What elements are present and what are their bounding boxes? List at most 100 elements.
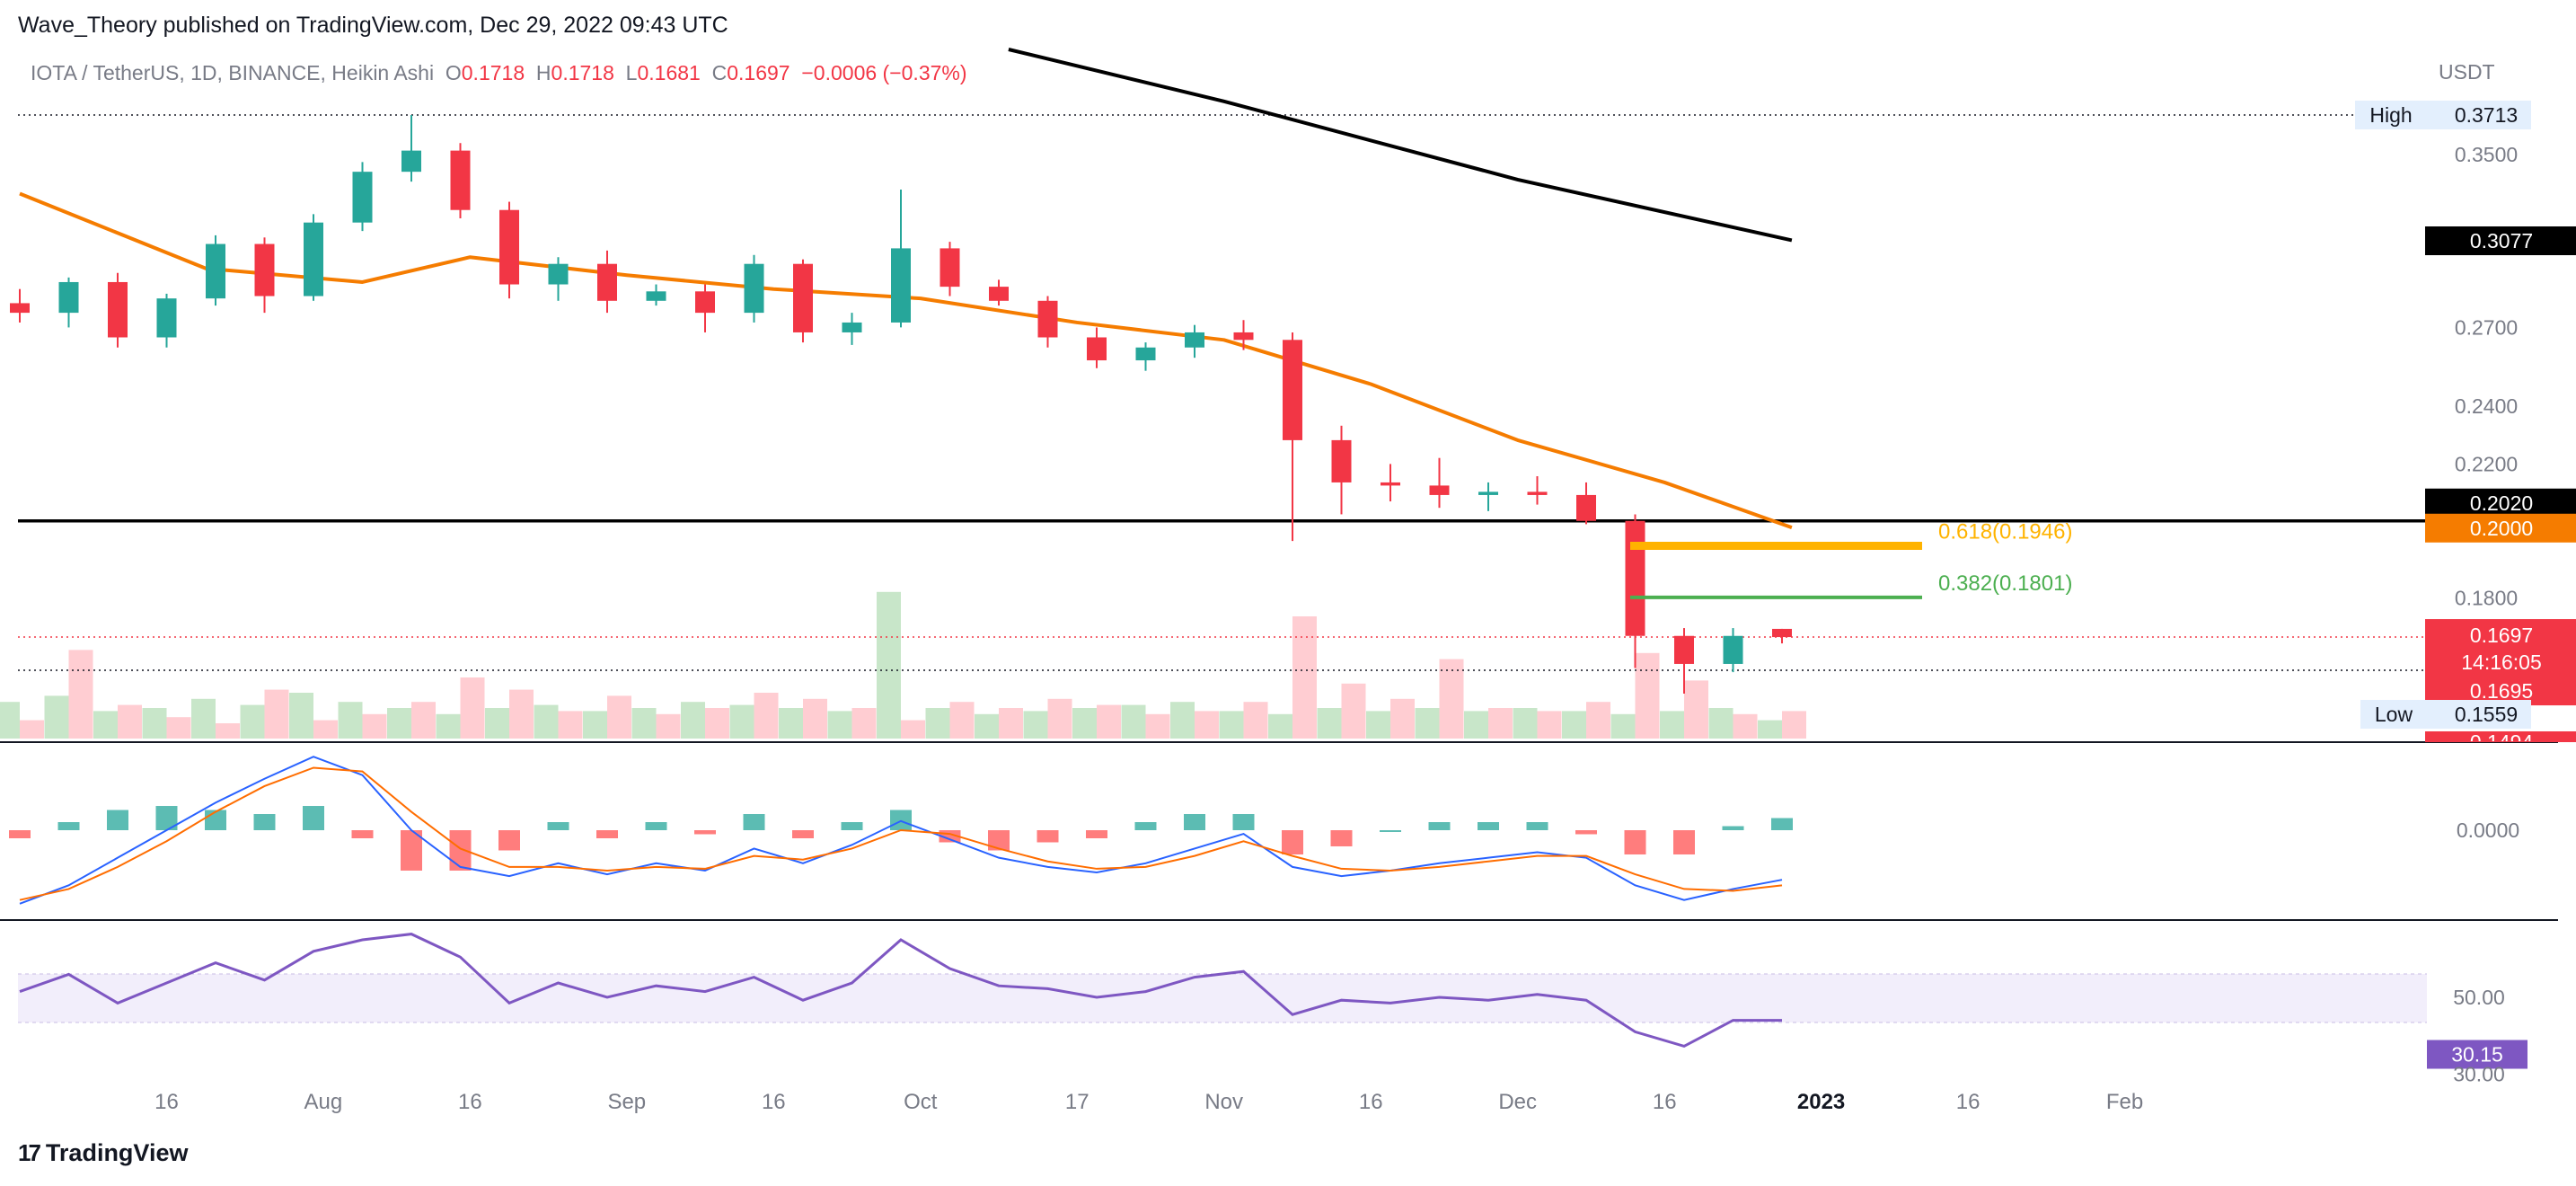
candle-body[interactable] bbox=[744, 263, 764, 314]
date-tick-label: 16 bbox=[762, 1090, 786, 1114]
volume-bar-down bbox=[411, 702, 436, 739]
volume-bar-down bbox=[656, 713, 681, 739]
candle-body[interactable] bbox=[254, 243, 275, 296]
low-label: L bbox=[625, 61, 638, 84]
ema-orange-line[interactable] bbox=[19, 191, 1793, 530]
low-tag-value: 0.1559 bbox=[2455, 703, 2518, 726]
candle-body[interactable] bbox=[1331, 439, 1352, 482]
volume-bar-down bbox=[68, 650, 93, 739]
candle-body[interactable] bbox=[450, 150, 471, 210]
rsi-line[interactable] bbox=[19, 933, 1782, 1049]
volume-bar-down bbox=[1439, 659, 1464, 739]
candle-body[interactable] bbox=[1478, 491, 1498, 495]
candle-body[interactable] bbox=[304, 222, 323, 296]
candle-body[interactable] bbox=[597, 263, 617, 301]
rsi-upper-label: 50.00 bbox=[2453, 986, 2505, 1009]
volume-bar-up bbox=[1708, 708, 1734, 739]
fib-label: 0.382(0.1801) bbox=[1938, 571, 2072, 596]
date-tick-label: Feb bbox=[2106, 1090, 2143, 1114]
tradingview-wordmark: TradingView bbox=[45, 1139, 189, 1166]
year-tick-label: 2023 bbox=[1797, 1090, 1845, 1114]
date-tick-label: Oct bbox=[904, 1090, 938, 1114]
symbol-name[interactable]: IOTA / TetherUS, 1D, BINANCE, Heikin Ash… bbox=[31, 61, 435, 84]
price-axis[interactable]: USDT 0.3500 0.2700 0.2400 0.2200 0.1800 0.0000… bbox=[2439, 60, 2519, 1009]
volume-bar-down bbox=[803, 698, 827, 739]
candle-body[interactable] bbox=[1037, 300, 1058, 338]
candle-body[interactable] bbox=[891, 248, 911, 323]
macd-line[interactable] bbox=[19, 756, 1783, 905]
candle-body[interactable] bbox=[401, 150, 421, 173]
candle-body[interactable] bbox=[1527, 491, 1548, 495]
bar-countdown: 14:16:05 bbox=[2461, 651, 2542, 674]
volume-bar-up bbox=[1121, 704, 1146, 739]
candle-body[interactable] bbox=[206, 243, 225, 299]
candle-body[interactable] bbox=[1772, 628, 1792, 638]
volume-bar-up bbox=[240, 704, 265, 739]
candle-body[interactable] bbox=[548, 263, 569, 285]
candle-body[interactable] bbox=[58, 281, 79, 314]
high-value: 0.1718 bbox=[551, 61, 614, 84]
volume-bar-up bbox=[534, 704, 559, 739]
date-tick-label: 16 bbox=[1956, 1090, 1981, 1114]
volume-bar-down bbox=[1195, 711, 1219, 739]
macd-signal-line[interactable] bbox=[19, 766, 1783, 901]
candle-body[interactable] bbox=[1087, 337, 1107, 361]
candle-body[interactable] bbox=[695, 291, 715, 314]
candle-body[interactable] bbox=[1723, 635, 1743, 664]
candle-body[interactable] bbox=[989, 287, 1009, 301]
date-tick-label: 17 bbox=[1065, 1090, 1090, 1114]
volume-bar-down bbox=[1635, 652, 1660, 739]
fibonacci-levels: 0.618(0.1946) 0.382(0.1801) bbox=[1630, 519, 2072, 599]
macd-histogram-bar bbox=[1478, 822, 1499, 830]
volume-bar-down bbox=[901, 720, 925, 739]
macd-histogram-bar bbox=[253, 814, 276, 830]
ema-black-line[interactable] bbox=[1008, 48, 1793, 243]
candle-body[interactable] bbox=[940, 248, 960, 288]
candle-body[interactable] bbox=[1674, 635, 1694, 664]
date-tick-label: 16 bbox=[154, 1090, 179, 1114]
volume-bar-up bbox=[1513, 708, 1538, 739]
macd-histogram-bar bbox=[449, 830, 472, 871]
price-tick-label: 0.1800 bbox=[2455, 586, 2518, 609]
candle-body[interactable] bbox=[1576, 494, 1596, 521]
candle-body[interactable] bbox=[793, 263, 813, 332]
candle-body[interactable] bbox=[108, 281, 128, 338]
candle-body[interactable] bbox=[1185, 332, 1204, 348]
candle-body[interactable] bbox=[156, 298, 177, 338]
volume-bar-down bbox=[705, 708, 729, 739]
change-value: −0.0006 (−0.37%) bbox=[801, 61, 967, 84]
last-price-tag: 0.1697 bbox=[2470, 624, 2533, 647]
macd-histogram-bar bbox=[694, 830, 716, 835]
candle-body[interactable] bbox=[1429, 485, 1450, 495]
volume-bar-up bbox=[1023, 711, 1048, 739]
candle-body[interactable] bbox=[842, 322, 862, 332]
low-tag-label: Low bbox=[2375, 703, 2413, 726]
high-tag-label: High bbox=[2369, 103, 2412, 127]
rsi-value-tag: 30.15 bbox=[2451, 1043, 2503, 1067]
pane-frames bbox=[0, 741, 2558, 1023]
candle-body[interactable] bbox=[1233, 332, 1254, 341]
date-tick-label: Nov bbox=[1204, 1090, 1243, 1114]
candle-body[interactable] bbox=[1625, 520, 1645, 636]
candle-body[interactable] bbox=[1381, 482, 1400, 486]
support-tag: 0.2020 bbox=[2470, 491, 2533, 515]
volume-bar-up bbox=[681, 702, 705, 739]
symbol-legend: IOTA / TetherUS, 1D, BINANCE, Heikin Ash… bbox=[31, 61, 967, 85]
volume-bar-down bbox=[20, 720, 44, 739]
candle-body[interactable] bbox=[352, 172, 373, 223]
candle-body[interactable] bbox=[1283, 340, 1302, 440]
macd-histogram-bar bbox=[9, 830, 31, 838]
horizontal-levels bbox=[18, 114, 2427, 671]
candle-body[interactable] bbox=[646, 291, 666, 301]
candle-body[interactable] bbox=[499, 209, 519, 285]
candle-body[interactable] bbox=[10, 303, 30, 314]
candle-body[interactable] bbox=[1135, 347, 1156, 361]
time-axis[interactable]: 16 Aug 16 Sep 16 Oct 17 Nov 16 Dec 16 2023 16 Feb bbox=[154, 1090, 2143, 1114]
date-tick-label: 16 bbox=[1653, 1090, 1677, 1114]
open-label: O bbox=[445, 61, 462, 84]
macd-histogram-bar bbox=[1526, 822, 1548, 830]
tradingview-logo[interactable]: 17 TradingView bbox=[18, 1139, 188, 1167]
support-tag-bg bbox=[2425, 488, 2576, 518]
volume-bar-up bbox=[1317, 708, 1342, 739]
